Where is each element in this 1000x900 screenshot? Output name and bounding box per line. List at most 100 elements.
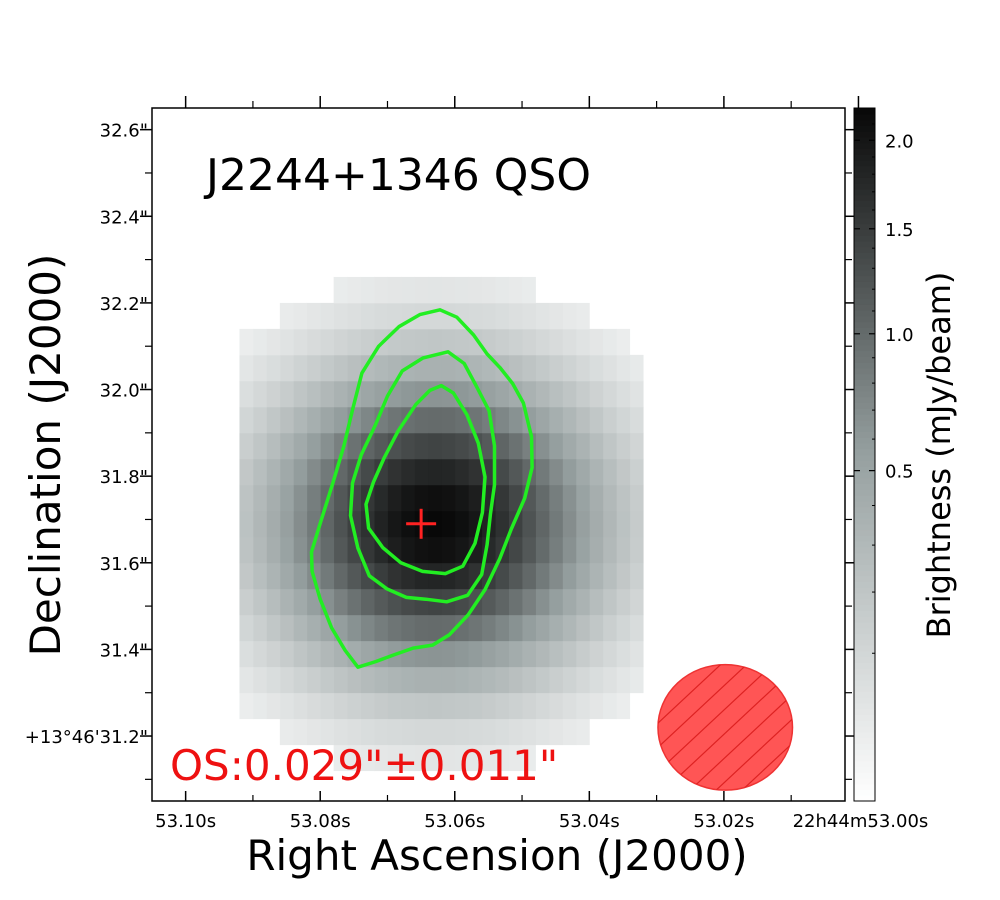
image-pixel [414, 562, 429, 590]
colorbar-band [854, 581, 875, 588]
colorbar-band [854, 749, 875, 756]
source-marker [406, 508, 437, 539]
image-pixel [306, 354, 321, 382]
colorbar-band [854, 685, 875, 692]
colorbar-band [854, 263, 875, 271]
image-pixel [360, 536, 375, 564]
image-pixel [508, 328, 523, 356]
image-pixel [454, 354, 469, 382]
image-pixel [279, 328, 294, 356]
image-pixel [306, 432, 321, 460]
image-pixel [602, 354, 617, 382]
image-pixel [522, 666, 536, 694]
image-pixel [548, 640, 563, 668]
image-pixel [293, 406, 308, 434]
image-pixel [522, 562, 536, 590]
image-pixel [266, 588, 281, 616]
image-pixel [360, 614, 375, 642]
image-pixel [548, 354, 563, 382]
image-pixel [347, 588, 361, 616]
image-pixel [481, 718, 496, 746]
colorbar-band [854, 627, 875, 635]
image-pixel [616, 354, 631, 382]
image-pixel [629, 354, 644, 382]
image-pixel [495, 614, 509, 642]
image-pixel [414, 458, 429, 486]
image-pixel [387, 744, 402, 772]
image-pixel [616, 458, 631, 486]
image-pixel [320, 666, 335, 694]
image-pixel [333, 588, 348, 616]
image-pixel [468, 744, 483, 772]
colorbar-band [854, 379, 875, 386]
colorbar-band [854, 188, 875, 196]
image-pixel [602, 406, 617, 434]
colorbar-band [854, 240, 875, 248]
colorbar-band [854, 471, 875, 479]
image-pixel [374, 484, 388, 512]
image-pixel [468, 484, 483, 512]
image-pixel [293, 510, 308, 538]
image-pixel [293, 614, 308, 642]
image-pixel [387, 484, 402, 512]
image-pixel [495, 692, 509, 720]
image-pixel [535, 484, 550, 512]
image-pixel [468, 666, 483, 694]
colorbar-band [854, 512, 875, 519]
image-pixel [562, 432, 577, 460]
image-pixel [481, 562, 496, 590]
image-pixel [495, 276, 509, 304]
image-pixel [548, 718, 563, 746]
image-pixel [589, 432, 604, 460]
image-pixel [252, 640, 267, 668]
image-pixel [347, 614, 361, 642]
image-pixel [306, 614, 321, 642]
image-pixel [387, 718, 402, 746]
image-pixel [400, 536, 415, 564]
image-pixel [589, 666, 604, 694]
colorbar-band [854, 500, 875, 508]
colorbar-band [854, 431, 875, 438]
image-pixel [441, 406, 456, 434]
y-axis-label: Declination (J2000) [21, 254, 70, 657]
colorbar-band [854, 200, 875, 207]
image-pixel [387, 692, 402, 720]
image-pixel [602, 614, 617, 642]
image-pixel [347, 666, 361, 694]
image-pixel [535, 614, 550, 642]
image-pixel [279, 588, 294, 616]
image-pixel [562, 484, 577, 512]
image-pixel [252, 380, 267, 408]
image-pixel [252, 406, 267, 434]
image-pixel [468, 562, 483, 590]
image-pixel [575, 432, 590, 460]
image-pixel [252, 562, 267, 590]
image-pixel [266, 354, 281, 382]
colorbar-label: Brightness (mJy/beam) [920, 272, 958, 639]
image-pixel [441, 510, 456, 538]
image-pixel [293, 354, 308, 382]
image-pixel [535, 302, 550, 330]
colorbar-band [854, 142, 875, 150]
colorbar-band [854, 535, 875, 542]
image-pixel [454, 692, 469, 720]
image-pixel [508, 718, 523, 746]
image-pixel [454, 744, 469, 772]
image-pixel [347, 354, 361, 382]
image-pixel [320, 718, 335, 746]
colorbar-band [854, 350, 875, 357]
colorbar-band [854, 408, 875, 415]
image-pixel [495, 380, 509, 408]
image-pixel [374, 432, 388, 460]
image-pixel [306, 588, 321, 616]
image-pixel [400, 562, 415, 590]
image-pixel [239, 666, 254, 694]
colorbar-band [854, 217, 875, 225]
colorbar-band [854, 396, 875, 404]
image-pixel [629, 380, 644, 408]
image-pixel [387, 432, 402, 460]
image-pixel [239, 640, 254, 668]
image-pixel [522, 588, 536, 616]
image-pixel [441, 562, 456, 590]
image-pixel [629, 588, 644, 616]
